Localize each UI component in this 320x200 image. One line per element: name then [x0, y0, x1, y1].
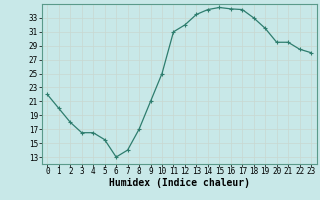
X-axis label: Humidex (Indice chaleur): Humidex (Indice chaleur)	[109, 178, 250, 188]
